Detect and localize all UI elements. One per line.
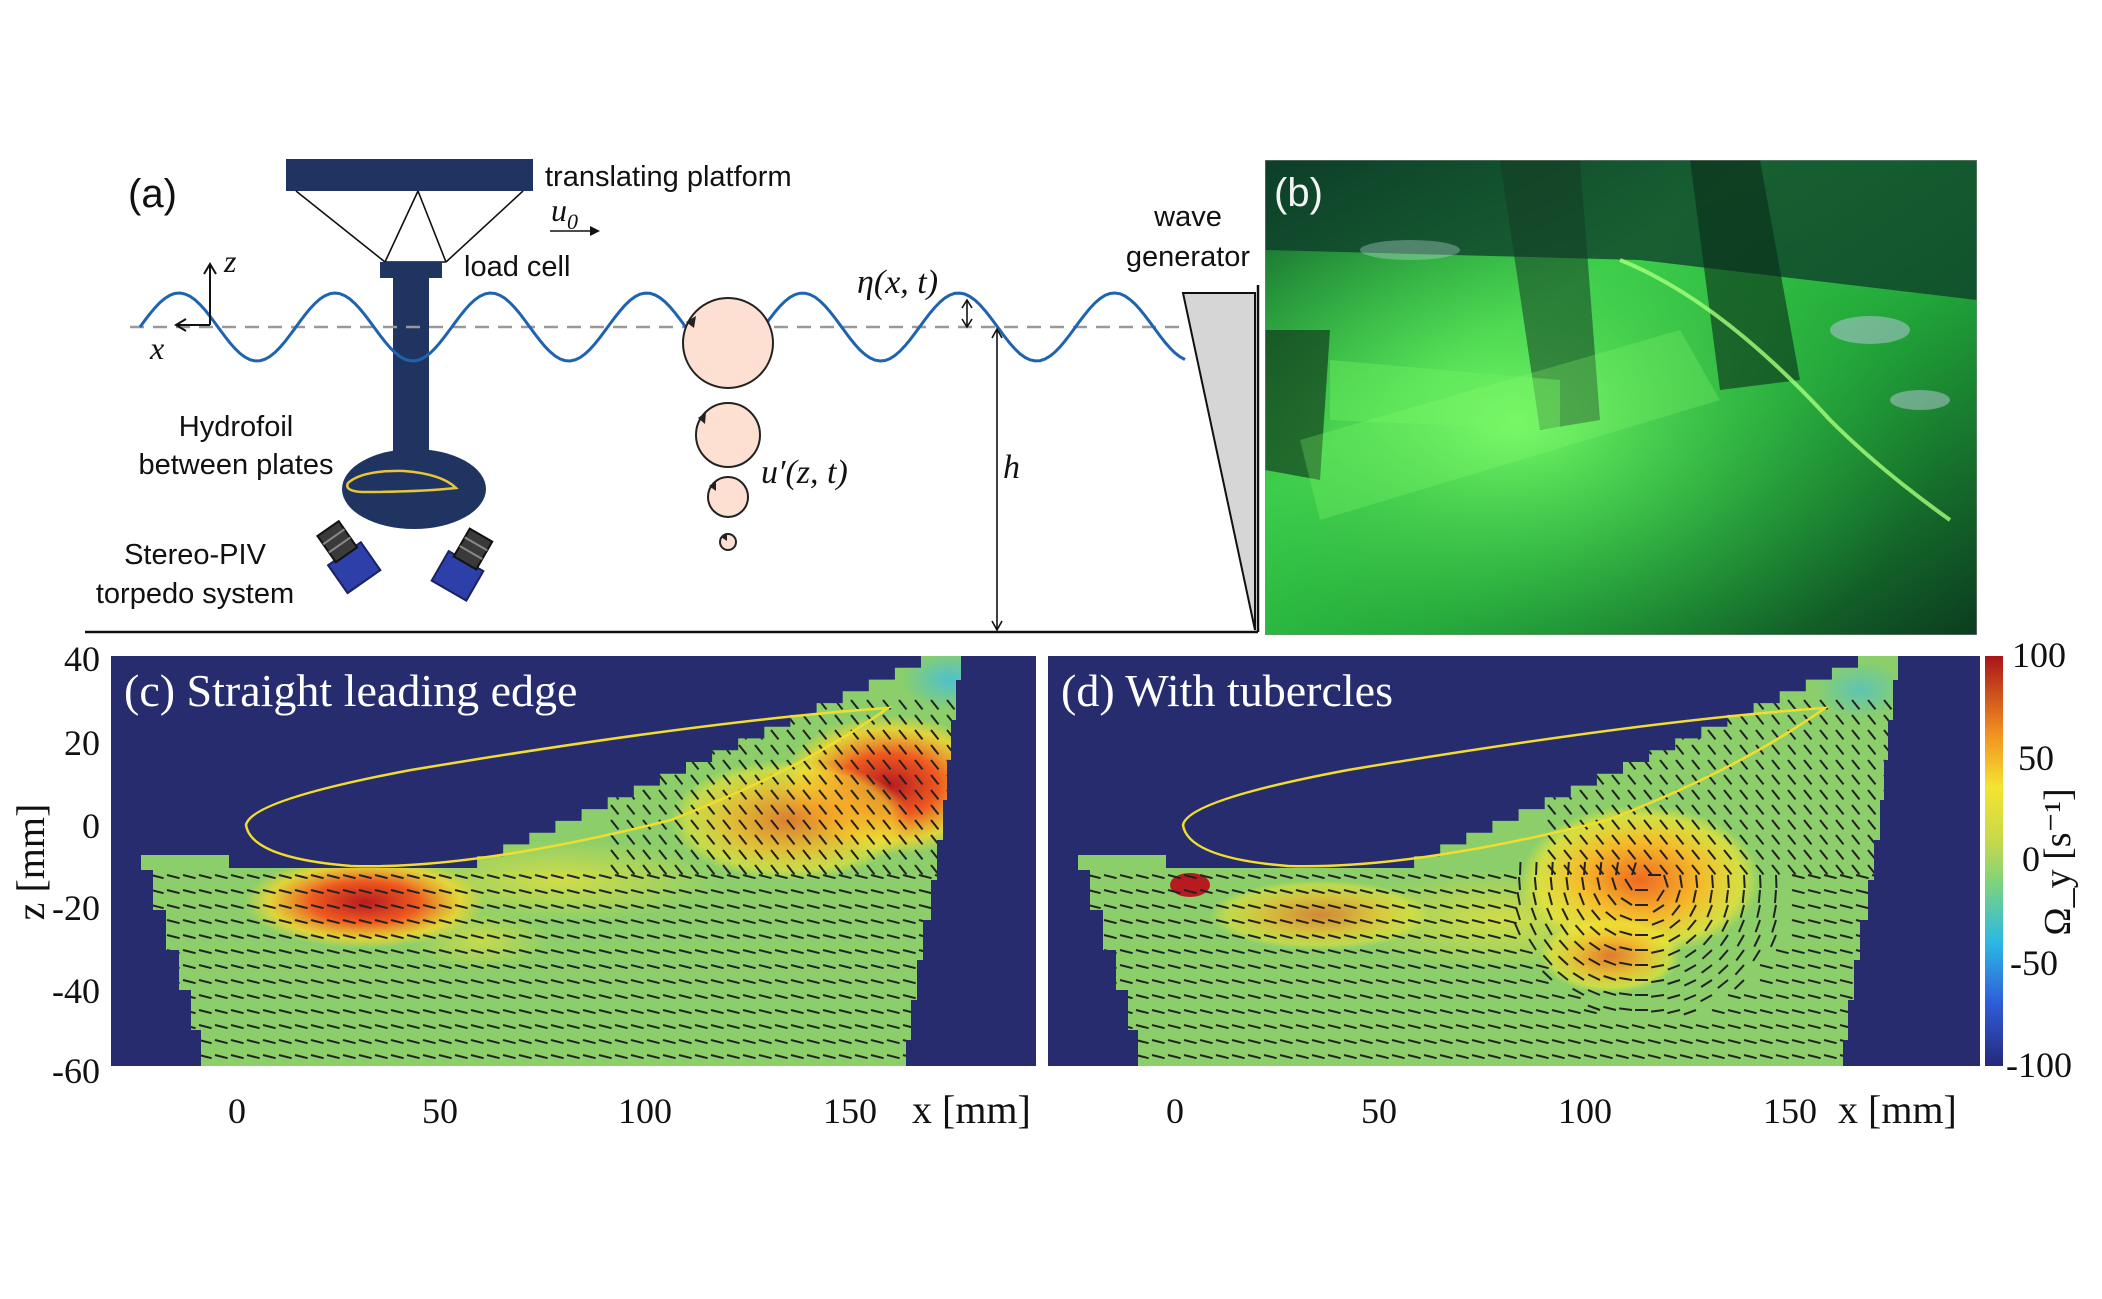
x-axis-ticks-d: 0 50 100 150 [1166,1091,1817,1131]
x-tick: 50 [422,1091,458,1131]
orbital-motion [682,297,774,551]
z-axis-label: z [mm] [8,804,53,921]
panel-c: (c) Straight leading edge [111,656,1036,1066]
colorbar-label: Ω_y [s⁻¹] [2037,788,2079,935]
svg-text:generator: generator [1126,241,1250,273]
z-axis-ticks: 40 20 0 -20 -40 -60 [52,639,100,1091]
load-cell-label: load cell [464,251,570,283]
colorbar: 100 50 0 -50 -100 Ω_y [s⁻¹] [1985,635,2079,1085]
x-tick: 100 [618,1091,672,1131]
z-tick: 0 [82,806,100,846]
colorbar-gradient [1985,656,2003,1066]
panel-d: (d) With tubercles [1048,656,1980,1066]
x-axis-label-d: x [mm] [1838,1087,1957,1132]
wave-surface [138,291,1186,363]
panel-d-foil-outline [1181,706,1830,868]
translating-platform [286,159,533,191]
colorbar-tick: 50 [2018,738,2054,778]
end-plate [342,449,486,529]
axis-x-label: x [149,330,164,366]
piv-label: Stereo-PIV [124,539,266,571]
x-tick: 0 [228,1091,246,1131]
panel-b-label: (b) [1274,171,1323,215]
panel-c-foil-outline [244,706,893,868]
x-tick: 150 [1763,1091,1817,1131]
panel-d-velocity-field [1078,656,1898,1066]
camera-left-icon [316,519,382,595]
depth-label: h [1003,449,1020,486]
colorbar-tick: 100 [2012,635,2066,675]
panel-a: (a) translating platform u0 load cell [85,159,1260,634]
load-cell [380,262,442,278]
x-axis-ticks-c: 0 50 100 150 [228,1091,877,1131]
panel-a-label: (a) [128,172,177,216]
x-axis-label-c: x [mm] [912,1087,1031,1132]
foil-strut [393,278,429,452]
z-tick: -40 [52,971,100,1011]
z-tick: -20 [52,888,100,928]
x-tick: 100 [1558,1091,1612,1131]
platform-label: translating platform [545,161,792,193]
z-tick: 20 [64,723,100,763]
panel-b-photo [1265,160,1977,635]
z-tick: 40 [64,639,100,679]
orbital-label: u′(z, t) [761,454,848,491]
z-tick: -60 [52,1051,100,1091]
wave-generator [1181,292,1256,631]
panel-c-title: (c) Straight leading edge [124,665,577,716]
colorbar-tick: -50 [2010,943,2058,983]
colorbar-tick: -100 [2006,1045,2072,1085]
camera-right-icon [430,527,494,602]
axis-z-label: z [223,243,237,279]
wave-generator-label: wave [1153,201,1222,233]
svg-text:torpedo system: torpedo system [96,578,294,610]
elevation-label: η(x, t) [857,264,938,301]
hydrofoil-outline [346,469,459,494]
x-tick: 0 [1166,1091,1184,1131]
coordinate-axes [174,262,217,332]
svg-text:between plates: between plates [138,449,333,481]
depth-dimension [991,327,1003,632]
x-tick: 50 [1361,1091,1397,1131]
colorbar-tick: 0 [2022,839,2040,879]
panel-d-title: (d) With tubercles [1061,665,1393,716]
hydrofoil-label: Hydrofoil [179,411,293,443]
velocity-label: u0 [551,192,578,234]
x-tick: 150 [823,1091,877,1131]
